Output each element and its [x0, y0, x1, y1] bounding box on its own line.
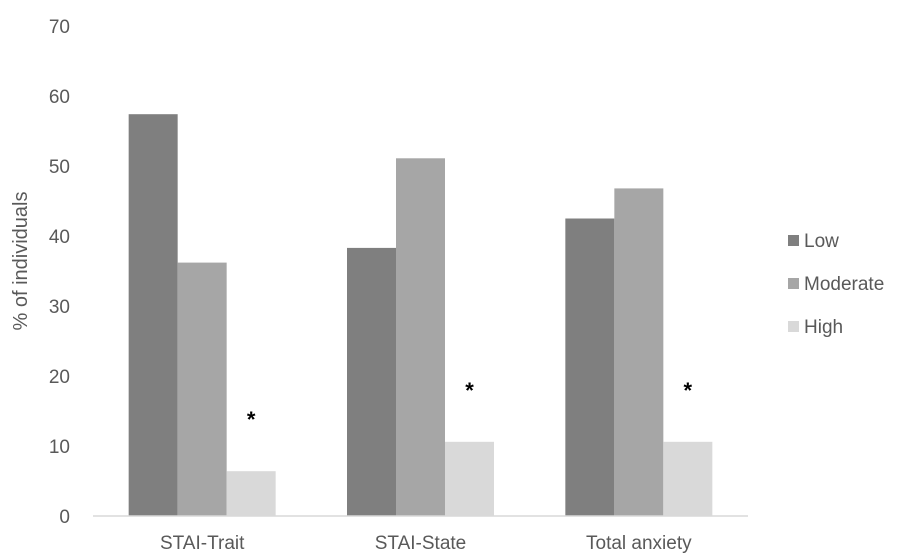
legend-swatch-moderate	[788, 278, 799, 289]
y-ticks-group: 0 10 20 30 40 50 60 70	[49, 17, 70, 528]
legend-swatch-low	[788, 235, 799, 246]
bars-group	[128, 114, 713, 517]
y-tick-label: 40	[49, 227, 70, 248]
bar-high-2	[445, 441, 494, 516]
legend-swatch-high	[788, 321, 799, 332]
y-tick-label: 20	[49, 367, 70, 388]
bar-low-3	[565, 218, 615, 516]
y-tick-label: 10	[49, 437, 70, 458]
bar-moderate-3	[614, 188, 664, 516]
x-category-label: Total anxiety	[586, 533, 692, 554]
x-categories-group: STAI-Trait STAI-State Total anxiety	[160, 533, 692, 554]
x-category-label: STAI-State	[375, 533, 467, 554]
y-axis-label: % of individuals	[10, 192, 32, 331]
bar-moderate-2	[396, 158, 445, 517]
bar-low-2	[347, 247, 396, 516]
legend: Low Moderate High	[788, 231, 884, 338]
annotations-group: * * *	[247, 378, 693, 432]
bar-high-1	[226, 471, 276, 516]
y-tick-label: 0	[59, 507, 70, 528]
significance-marker: *	[247, 407, 256, 432]
significance-marker: *	[684, 378, 693, 403]
bar-high-3	[663, 441, 713, 516]
legend-label-high: High	[804, 317, 843, 338]
y-tick-label: 70	[49, 17, 70, 38]
legend-label-moderate: Moderate	[804, 274, 884, 295]
bar-low-1	[128, 114, 178, 516]
x-category-label: STAI-Trait	[160, 533, 245, 554]
bar-moderate-1	[177, 262, 227, 516]
y-tick-label: 30	[49, 297, 70, 318]
y-tick-label: 60	[49, 87, 70, 108]
legend-label-low: Low	[804, 231, 839, 252]
y-tick-label: 50	[49, 157, 70, 178]
significance-marker: *	[465, 378, 474, 403]
